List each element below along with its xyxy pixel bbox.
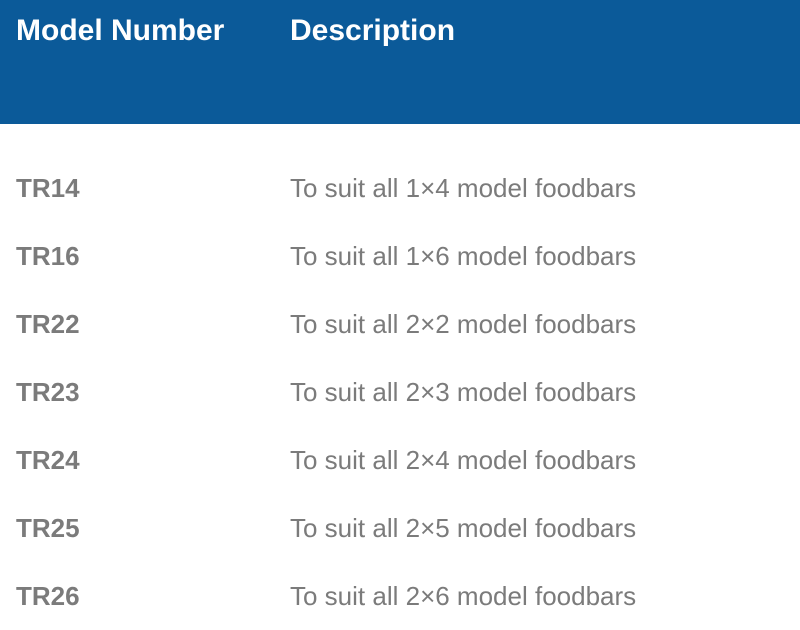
table-row: TR14 To suit all 1×4 model foodbars [0,154,800,222]
foodbar-model-table: Model Number Description TR14 To suit al… [0,0,800,630]
cell-description: To suit all 1×4 model foodbars [290,173,800,204]
table-row: TR16 To suit all 1×6 model foodbars [0,222,800,290]
cell-description: To suit all 2×5 model foodbars [290,513,800,544]
cell-model: TR22 [0,309,290,340]
header-description: Description [290,14,800,48]
cell-description: To suit all 2×6 model foodbars [290,581,800,612]
cell-description: To suit all 2×4 model foodbars [290,445,800,476]
table-row: TR25 To suit all 2×5 model foodbars [0,494,800,562]
cell-description: To suit all 2×3 model foodbars [290,377,800,408]
table-row: TR23 To suit all 2×3 model foodbars [0,358,800,426]
cell-model: TR23 [0,377,290,408]
cell-model: TR16 [0,241,290,272]
cell-model: TR14 [0,173,290,204]
table-header-row: Model Number Description [0,0,800,124]
table-row: TR22 To suit all 2×2 model foodbars [0,290,800,358]
table-body: TR14 To suit all 1×4 model foodbars TR16… [0,124,800,630]
table-row: TR26 To suit all 2×6 model foodbars [0,562,800,630]
cell-description: To suit all 1×6 model foodbars [290,241,800,272]
table-row: TR24 To suit all 2×4 model foodbars [0,426,800,494]
header-model-number: Model Number [0,14,290,48]
cell-description: To suit all 2×2 model foodbars [290,309,800,340]
cell-model: TR26 [0,581,290,612]
cell-model: TR24 [0,445,290,476]
cell-model: TR25 [0,513,290,544]
